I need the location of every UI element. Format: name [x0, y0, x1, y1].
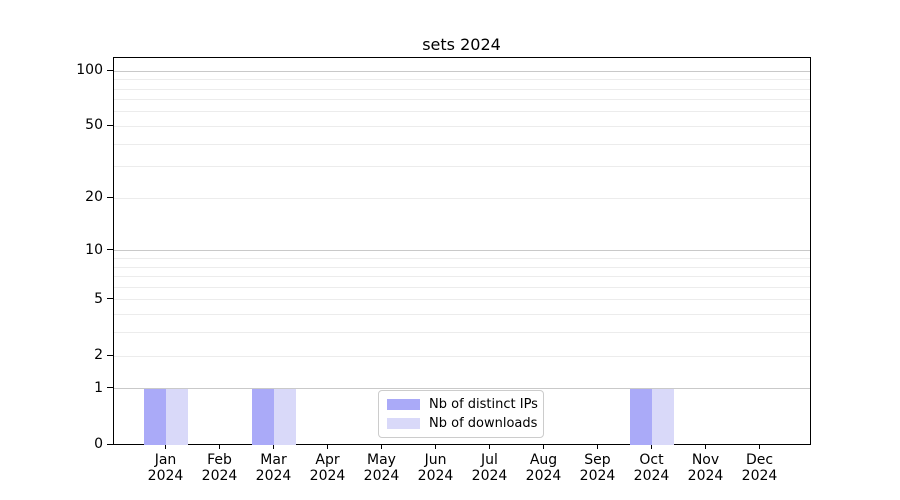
- y-tick-mark: [107, 298, 113, 300]
- minor-gridline: [114, 266, 810, 268]
- x-tick-year: 2024: [687, 468, 724, 484]
- major-gridline: [114, 388, 810, 390]
- major-gridline: [114, 250, 810, 252]
- y-tick-mark: [107, 443, 113, 445]
- x-tick-label-nov: Nov 2024: [674, 452, 738, 484]
- x-tick-month: Nov: [691, 452, 720, 468]
- x-tick-month: May: [367, 452, 396, 468]
- legend-label-distinct-ips: Nb of distinct IPs: [429, 397, 538, 413]
- x-tick-year: 2024: [363, 468, 400, 484]
- x-tick-label-dec: Dec 2024: [728, 452, 792, 484]
- legend-swatch-distinct-ips: [387, 399, 420, 411]
- x-tick-mark: [597, 444, 598, 449]
- legend-label-downloads: Nb of downloads: [429, 415, 538, 431]
- y-tick-mark: [107, 69, 113, 71]
- x-tick-mark: [327, 444, 328, 449]
- y-tick-mark: [107, 124, 113, 126]
- minor-gridline: [114, 143, 810, 145]
- y-tick-label: 2: [94, 347, 103, 363]
- x-tick-mark: [381, 444, 382, 449]
- major-gridline: [114, 70, 810, 72]
- legend-swatch-downloads: [387, 417, 420, 429]
- x-tick-label-mar: Mar 2024: [242, 452, 306, 484]
- minor-gridline: [114, 332, 810, 334]
- bar-distinct-ips-oct: [629, 388, 652, 445]
- x-tick-label-feb: Feb 2024: [188, 452, 252, 484]
- bar-distinct-ips-mar: [251, 388, 274, 445]
- x-tick-label-oct: Oct 2024: [620, 452, 684, 484]
- y-tick-label: 1: [94, 379, 103, 396]
- x-tick-month: Feb: [207, 452, 232, 468]
- minor-gridline: [114, 314, 810, 316]
- x-tick-year: 2024: [309, 468, 346, 484]
- x-tick-label-apr: Apr 2024: [296, 452, 360, 484]
- y-tick-label: 50: [85, 117, 103, 134]
- minor-gridline: [114, 276, 810, 278]
- bar-downloads-oct: [651, 388, 674, 445]
- legend-item-downloads: Nb of downloads: [387, 415, 538, 431]
- x-tick-month: Mar: [260, 452, 287, 468]
- bar-distinct-ips-jan: [143, 388, 166, 445]
- x-tick-mark: [543, 444, 544, 449]
- x-tick-mark: [705, 444, 706, 449]
- x-tick-month: Aug: [529, 452, 558, 468]
- minor-gridline: [114, 166, 810, 168]
- y-tick-label: 5: [94, 290, 103, 307]
- bar-downloads-mar: [273, 388, 296, 445]
- minor-gridline: [114, 79, 810, 81]
- x-tick-label-jan: Jan 2024: [134, 452, 198, 484]
- y-tick-label: 20: [85, 189, 103, 206]
- minor-gridline: [114, 257, 810, 259]
- x-tick-month: Jan: [154, 452, 177, 468]
- x-tick-year: 2024: [255, 468, 292, 484]
- y-tick-label: 100: [76, 62, 103, 79]
- plot-area: [113, 57, 811, 445]
- x-tick-label-sep: Sep 2024: [566, 452, 630, 484]
- x-tick-month: Jun: [424, 452, 447, 468]
- x-tick-year: 2024: [579, 468, 616, 484]
- x-tick-year: 2024: [633, 468, 670, 484]
- x-tick-mark: [759, 444, 760, 449]
- minor-gridline: [114, 197, 810, 199]
- x-tick-year: 2024: [741, 468, 778, 484]
- x-tick-month: Sep: [584, 452, 611, 468]
- x-tick-mark: [489, 444, 490, 449]
- x-tick-month: Dec: [745, 452, 774, 468]
- minor-gridline: [114, 125, 810, 127]
- x-tick-label-jul: Jul 2024: [458, 452, 522, 484]
- x-tick-year: 2024: [471, 468, 508, 484]
- x-tick-mark: [165, 444, 166, 449]
- y-tick-mark: [107, 387, 113, 389]
- chart-title: sets 2024: [422, 35, 501, 54]
- x-tick-mark: [219, 444, 220, 449]
- y-tick-mark: [107, 249, 113, 251]
- y-tick-mark: [107, 354, 113, 356]
- minor-gridline: [114, 99, 810, 101]
- minor-gridline: [114, 88, 810, 90]
- x-tick-month: Jul: [481, 452, 498, 468]
- x-tick-mark: [435, 444, 436, 449]
- x-tick-year: 2024: [417, 468, 454, 484]
- y-tick-label: 0: [94, 436, 103, 452]
- y-tick-mark: [107, 196, 113, 198]
- x-tick-mark: [651, 444, 652, 449]
- chart-legend: Nb of distinct IPs Nb of downloads: [378, 390, 544, 438]
- x-tick-label-jun: Jun 2024: [404, 452, 468, 484]
- minor-gridline: [114, 286, 810, 288]
- x-tick-year: 2024: [147, 468, 184, 484]
- minor-gridline: [114, 111, 810, 113]
- legend-item-distinct-ips: Nb of distinct IPs: [387, 397, 538, 413]
- x-tick-label-may: May 2024: [350, 452, 414, 484]
- minor-gridline: [114, 299, 810, 301]
- x-tick-mark: [273, 444, 274, 449]
- x-tick-year: 2024: [525, 468, 562, 484]
- x-tick-month: Apr: [315, 452, 340, 468]
- x-tick-label-aug: Aug 2024: [512, 452, 576, 484]
- x-tick-month: Oct: [639, 452, 664, 468]
- bar-downloads-jan: [165, 388, 188, 445]
- x-tick-year: 2024: [201, 468, 238, 484]
- minor-gridline: [114, 355, 810, 357]
- y-tick-label: 10: [85, 241, 103, 258]
